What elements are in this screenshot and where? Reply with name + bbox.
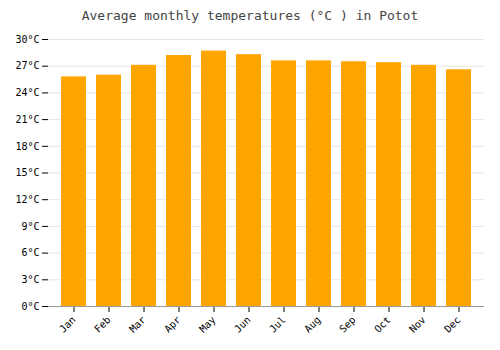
svg-text:May: May — [197, 314, 218, 335]
svg-text:9°C: 9°C — [21, 221, 39, 232]
svg-text:21°C: 21°C — [15, 114, 39, 125]
svg-text:Aug: Aug — [302, 314, 323, 335]
svg-text:Nov: Nov — [407, 314, 428, 335]
svg-text:30°C: 30°C — [15, 34, 39, 45]
svg-text:Sep: Sep — [337, 314, 358, 335]
svg-text:Oct: Oct — [372, 314, 393, 335]
svg-text:0°C: 0°C — [21, 301, 39, 312]
svg-text:Jun: Jun — [232, 314, 253, 335]
svg-text:27°C: 27°C — [15, 60, 39, 71]
svg-text:12°C: 12°C — [15, 194, 39, 205]
svg-text:15°C: 15°C — [15, 167, 39, 178]
svg-text:Jul: Jul — [267, 314, 288, 335]
svg-text:Feb: Feb — [92, 314, 113, 335]
svg-text:24°C: 24°C — [15, 87, 39, 98]
svg-text:3°C: 3°C — [21, 274, 39, 285]
svg-text:18°C: 18°C — [15, 141, 39, 152]
svg-text:Apr: Apr — [162, 314, 183, 335]
svg-text:Dec: Dec — [442, 314, 463, 335]
svg-text:Mar: Mar — [127, 314, 148, 335]
svg-text:6°C: 6°C — [21, 247, 39, 258]
html-text:Average monthly temperatures (: Average monthly temperatures (°C ) in Po… — [81, 8, 419, 23]
svg-text:Jan: Jan — [57, 314, 78, 335]
